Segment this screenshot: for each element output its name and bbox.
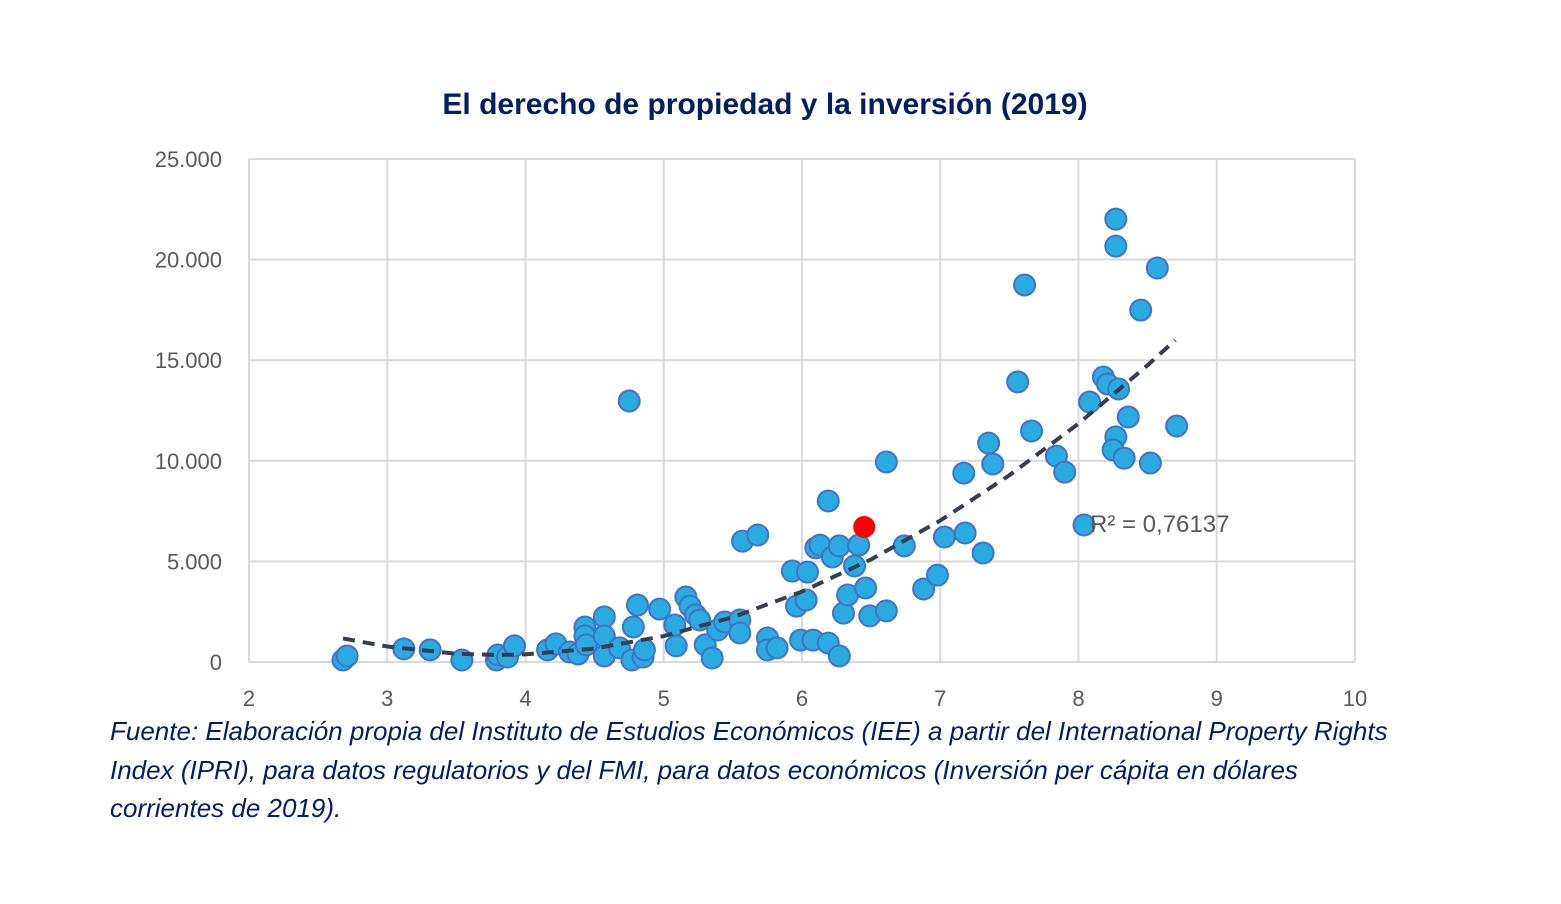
highlight-layer: [853, 515, 876, 538]
data-point: [765, 636, 789, 660]
data-point: [1104, 234, 1128, 258]
data-point: [1138, 451, 1162, 475]
x-tick-label: 9: [1211, 686, 1223, 711]
data-point: [981, 452, 1005, 476]
y-tick-label: 15.000: [155, 348, 222, 373]
data-point: [952, 461, 976, 485]
data-point: [925, 563, 949, 587]
data-point: [617, 389, 641, 413]
x-tick-label: 10: [1343, 686, 1367, 711]
trendline: [342, 338, 1177, 657]
data-point: [632, 638, 656, 662]
data-point: [796, 560, 820, 584]
data-point: [874, 450, 898, 474]
data-point: [648, 597, 672, 621]
y-tick-label: 10.000: [155, 449, 222, 474]
tick-labels: 2 3 4 5 6 7 8 9 10 0 5.000 10.000 15.000 20.000 25.000: [155, 147, 1368, 711]
data-point: [335, 644, 359, 668]
data-point: [746, 523, 770, 547]
data-point: [621, 615, 645, 639]
data-point: [1112, 446, 1136, 470]
data-point: [1053, 460, 1077, 484]
data-point: [827, 644, 851, 668]
data-point: [1078, 390, 1102, 414]
grid: [248, 158, 1356, 663]
data-point: [1129, 298, 1153, 322]
data-point: [1006, 370, 1030, 394]
x-tick-label: 6: [796, 686, 808, 711]
highlighted-data-point: [853, 515, 876, 538]
y-tick-label: 20.000: [155, 248, 222, 273]
y-tick-label: 25.000: [155, 147, 222, 172]
data-point: [700, 646, 724, 670]
r-squared-label: R² = 0,76137: [1090, 511, 1229, 538]
data-point: [912, 577, 936, 601]
source-note: Fuente: Elaboración propia del Instituto…: [110, 716, 1388, 823]
data-point: [854, 576, 878, 600]
data-point: [932, 525, 956, 549]
data-point: [592, 605, 616, 629]
x-tick-label: 8: [1072, 686, 1084, 711]
data-point: [953, 521, 977, 545]
data-point: [1116, 405, 1140, 429]
data-point: [728, 621, 752, 645]
data-point: [1104, 207, 1128, 231]
data-point: [971, 541, 995, 565]
data-point: [794, 588, 818, 612]
data-point: [977, 431, 1001, 455]
data-point: [502, 634, 526, 658]
x-tick-label: 2: [243, 686, 255, 711]
data-point: [1145, 256, 1169, 280]
data-point: [816, 489, 840, 513]
data-point: [1019, 419, 1043, 443]
x-tick-label: 4: [519, 686, 531, 711]
y-tick-label: 0: [210, 650, 222, 675]
data-point: [827, 534, 851, 558]
data-point: [625, 593, 649, 617]
data-point: [1013, 273, 1037, 297]
data-points: [331, 207, 1189, 672]
chart-title: El derecho de propiedad y la inversión (…: [442, 88, 1088, 121]
x-tick-label: 5: [658, 686, 670, 711]
data-point: [664, 634, 688, 658]
x-tick-label: 3: [381, 686, 393, 711]
data-point: [1165, 414, 1189, 438]
data-point: [1072, 513, 1096, 537]
x-tick-label: 7: [934, 686, 946, 711]
data-point: [874, 599, 898, 623]
y-tick-label: 5.000: [167, 549, 222, 574]
